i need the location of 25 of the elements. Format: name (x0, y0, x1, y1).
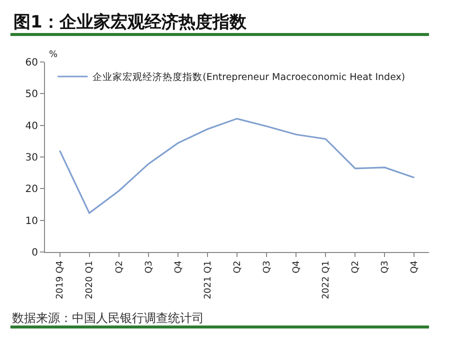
x-tick-label: 2022 Q1 (322, 260, 332, 300)
source-note: 数据来源：中国人民银行调查统计司 (12, 311, 204, 325)
y-tick-label: 0 (32, 248, 38, 258)
y-tick-label: 60 (25, 58, 38, 68)
y-tick-label: 40 (25, 120, 38, 132)
x-tick-label: 2019 Q4 (56, 260, 66, 300)
x-tick-label: Q3 (262, 260, 272, 274)
y-tick-label: 30 (25, 152, 38, 164)
x-tick-label: Q2 (351, 260, 362, 274)
x-tick-label: Q3 (380, 260, 391, 274)
y-tick-label: 10 (25, 216, 38, 227)
x-tick-label: Q3 (144, 260, 154, 274)
chart-title: 图1：企业家宏观经济热度指数 (13, 12, 248, 32)
x-tick-label: Q4 (292, 260, 302, 274)
x-tick-label: Q4 (174, 260, 184, 274)
y-axis-title: % (49, 50, 58, 60)
x-tick-label: 2021 Q1 (203, 260, 214, 300)
y-tick-label: 50 (25, 89, 38, 100)
x-tick-label: Q2 (232, 260, 243, 274)
y-tick-label: 20 (25, 184, 38, 196)
legend-label: 企业家宏观经济热度指数(Entrepreneur Macroeconomic Heat Index) (92, 71, 406, 84)
x-tick-label: Q4 (410, 260, 420, 274)
line-series (58, 118, 416, 214)
x-tick-label: Q2 (114, 260, 125, 274)
x-tick-label: 2020 Q1 (85, 260, 96, 300)
